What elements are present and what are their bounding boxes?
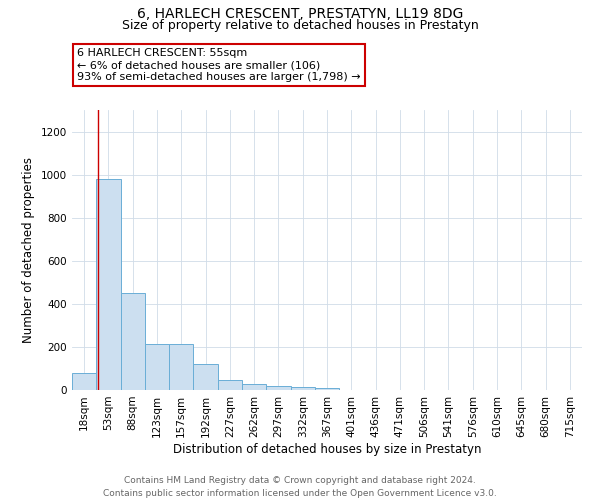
Bar <box>218 380 242 390</box>
Bar <box>96 179 121 390</box>
Bar <box>121 293 145 390</box>
Text: 6, HARLECH CRESCENT, PRESTATYN, LL19 8DG: 6, HARLECH CRESCENT, PRESTATYN, LL19 8DG <box>137 8 463 22</box>
Bar <box>242 384 266 390</box>
Bar <box>315 388 339 390</box>
Text: Contains HM Land Registry data © Crown copyright and database right 2024.
Contai: Contains HM Land Registry data © Crown c… <box>103 476 497 498</box>
Bar <box>193 364 218 390</box>
Bar <box>72 373 96 390</box>
Text: Distribution of detached houses by size in Prestatyn: Distribution of detached houses by size … <box>173 442 481 456</box>
Text: Size of property relative to detached houses in Prestatyn: Size of property relative to detached ho… <box>122 19 478 32</box>
Y-axis label: Number of detached properties: Number of detached properties <box>22 157 35 343</box>
Bar <box>145 344 169 390</box>
Bar <box>169 344 193 390</box>
Bar <box>266 386 290 390</box>
Text: 6 HARLECH CRESCENT: 55sqm
← 6% of detached houses are smaller (106)
93% of semi-: 6 HARLECH CRESCENT: 55sqm ← 6% of detach… <box>77 48 361 82</box>
Bar <box>290 387 315 390</box>
